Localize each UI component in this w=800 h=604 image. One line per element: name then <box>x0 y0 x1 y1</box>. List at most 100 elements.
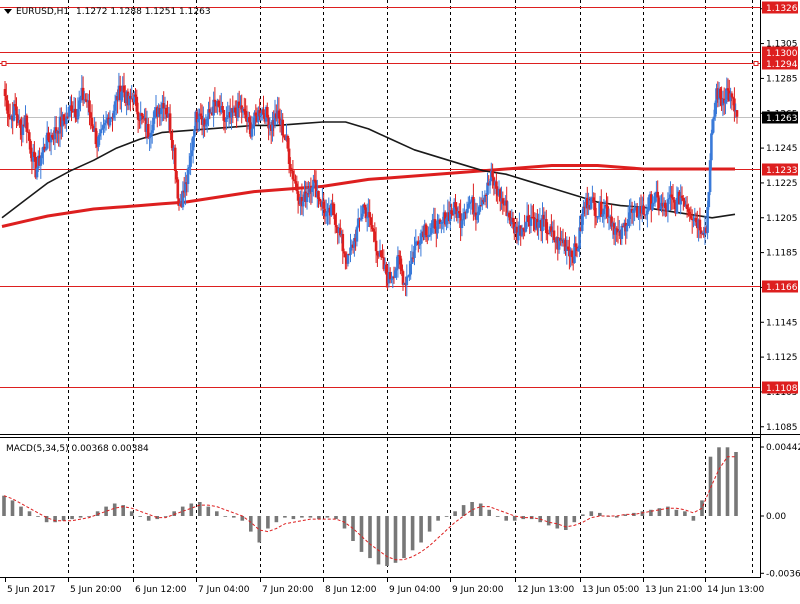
level-price-label: 1.1108 <box>766 384 798 394</box>
macd-histogram-bar <box>300 516 304 518</box>
macd-histogram-bar <box>70 516 74 519</box>
time-tick-label: 12 Jun 13:00 <box>517 585 574 595</box>
time-tick-label: 9 Jun 04:00 <box>389 585 441 595</box>
time-tick-label: 5 Jun 20:00 <box>70 585 122 595</box>
macd-histogram-bar <box>573 516 577 522</box>
candle-body <box>174 148 177 171</box>
macd-histogram-bar <box>292 516 296 519</box>
macd-histogram-bar <box>419 516 423 543</box>
macd-histogram-bar <box>283 516 287 518</box>
time-tick-label: 13 Jun 05:00 <box>582 585 639 595</box>
candle-body <box>189 156 192 167</box>
candle-body <box>302 201 305 206</box>
macd-histogram-bar <box>453 511 457 516</box>
macd-histogram-bar <box>113 504 117 517</box>
price-tick-label: 1.1085 <box>766 423 798 433</box>
macd-label: MACD(5,34,5) 0.00368 0.00384 <box>6 444 149 454</box>
macd-histogram-bar <box>411 516 415 550</box>
ohlc-label: 1.1272 1.1288 1.1251 1.1263 <box>76 7 211 17</box>
candle-body <box>347 254 350 264</box>
candle-body <box>251 129 254 137</box>
candle-body <box>177 179 180 198</box>
macd-histogram-bar <box>479 504 483 517</box>
candle-body <box>621 226 624 239</box>
candle-body <box>375 241 378 251</box>
candle-body <box>169 113 172 132</box>
candle-body <box>642 206 645 215</box>
price-tick-label: 1.1145 <box>766 318 798 328</box>
macd-histogram-bar <box>232 516 236 518</box>
macd-histogram-bar <box>62 516 66 521</box>
macd-histogram-bar <box>428 516 432 532</box>
macd-histogram-bar <box>487 510 491 516</box>
macd-histogram-bar <box>700 500 704 516</box>
price-tick-label: 1.1185 <box>766 249 798 259</box>
candle-body <box>489 181 492 186</box>
time-tick-label: 6 Jun 12:00 <box>135 585 187 595</box>
macd-histogram-bar <box>692 516 696 521</box>
macd-histogram-bar <box>394 516 398 563</box>
macd-histogram-bar <box>564 516 568 530</box>
level-price-label: 1.1166 <box>766 283 798 293</box>
macd-histogram-bar <box>309 516 313 518</box>
macd-histogram-bar <box>556 516 560 529</box>
macd-histogram-bar <box>709 457 713 516</box>
macd-histogram-bar <box>462 505 466 516</box>
level-price-label: 1.1326 <box>766 4 798 14</box>
macd-histogram-bar <box>53 516 57 522</box>
macd-histogram-bar <box>402 516 406 558</box>
macd-histogram-bar <box>19 507 23 516</box>
macd-histogram-bar <box>249 516 253 532</box>
macd-histogram-bar <box>2 496 6 516</box>
macd-histogram-bar <box>275 516 279 522</box>
candle-body <box>571 251 574 258</box>
price-tick-label: 1.1225 <box>766 179 798 189</box>
macd-histogram-bar <box>79 516 83 518</box>
macd-histogram-bar <box>207 507 211 516</box>
macd-histogram-bar <box>641 511 645 516</box>
macd-tick-label: 0.00 <box>766 512 786 522</box>
candle-body <box>88 100 91 112</box>
macd-histogram-bar <box>266 516 270 529</box>
macd-histogram-bar <box>726 447 730 516</box>
price-tick-label: 1.1285 <box>766 74 798 84</box>
level-handle[interactable] <box>754 62 758 66</box>
macd-histogram-bar <box>581 514 585 516</box>
level-price-label: 1.1294 <box>766 60 798 70</box>
candle-body <box>193 129 196 136</box>
macd-histogram-bar <box>377 516 381 564</box>
time-tick-label: 5 Jun 2017 <box>7 585 55 595</box>
macd-histogram-bar <box>368 516 372 558</box>
candle-body <box>409 264 412 275</box>
candle-body <box>710 133 713 160</box>
macd-histogram-bar <box>436 516 440 521</box>
macd-histogram-bar <box>224 516 228 517</box>
macd-histogram-bar <box>36 516 40 517</box>
current-price-label: 1.1263 <box>766 114 798 124</box>
price-tick-label: 1.1125 <box>766 353 798 363</box>
macd-tick-label: 0.00442 <box>766 443 800 453</box>
time-tick-label: 7 Jun 04:00 <box>198 585 250 595</box>
macd-histogram-bar <box>598 513 602 516</box>
candle-body <box>406 276 409 285</box>
candle-body <box>517 233 520 241</box>
macd-histogram-bar <box>215 511 219 516</box>
macd-histogram-bar <box>504 516 508 521</box>
level-handle[interactable] <box>2 62 6 66</box>
macd-histogram-bar <box>11 500 15 516</box>
macd-histogram-bar <box>385 516 389 566</box>
macd-histogram-bar <box>590 511 594 516</box>
time-tick-label: 7 Jun 20:00 <box>262 585 314 595</box>
candle-body <box>736 110 739 117</box>
price-tick-label: 1.1245 <box>766 144 798 154</box>
candle-body <box>281 120 284 136</box>
macd-histogram-bar <box>164 516 168 517</box>
level-price-label: 1.1233 <box>766 166 798 176</box>
macd-histogram-bar <box>190 504 194 517</box>
macd-histogram-bar <box>326 516 330 518</box>
macd-histogram-bar <box>675 510 679 516</box>
macd-histogram-bar <box>658 508 662 516</box>
time-tick-label: 13 Jun 21:00 <box>645 585 702 595</box>
